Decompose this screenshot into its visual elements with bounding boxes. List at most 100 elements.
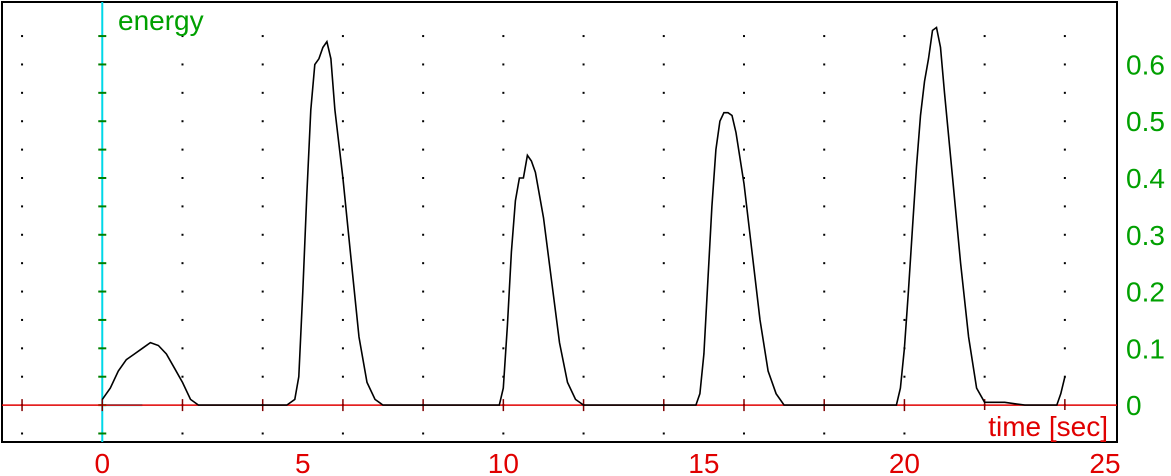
grid-dot <box>823 262 826 265</box>
grid-dot <box>823 375 826 378</box>
grid-dot <box>742 63 745 66</box>
grid-dot <box>341 233 344 236</box>
grid-dot <box>502 35 505 38</box>
grid-dot <box>582 432 585 435</box>
grid-dot <box>903 318 906 321</box>
grid-dot <box>903 177 906 179</box>
grid-dot <box>983 63 986 66</box>
grid-dot <box>823 91 826 94</box>
grid-dot <box>21 318 24 321</box>
grid-dot <box>582 91 585 94</box>
grid-dot <box>181 148 184 151</box>
grid-dot <box>21 375 24 378</box>
grid-dot <box>502 120 505 123</box>
grid-dot <box>742 233 745 236</box>
grid-dot <box>502 148 505 151</box>
grid-dot <box>662 318 665 321</box>
grid-dot <box>582 177 585 179</box>
grid-dot <box>21 148 24 151</box>
grid-dot <box>21 120 24 123</box>
grid-dot <box>662 91 665 94</box>
grid-dot <box>261 318 264 321</box>
grid-dot <box>823 233 826 236</box>
grid-dot <box>903 432 906 435</box>
x-tick-label: 10 <box>488 448 519 476</box>
x-tick-label: 25 <box>1089 448 1120 476</box>
grid-dot <box>181 63 184 66</box>
grid-dot <box>21 63 24 66</box>
grid-dot <box>903 148 906 151</box>
grid-dot <box>341 347 344 350</box>
grid-dot <box>21 35 24 38</box>
grid-dot <box>983 148 986 151</box>
grid-dot <box>742 262 745 265</box>
grid-dot <box>903 120 906 123</box>
grid-dot <box>21 290 24 293</box>
grid-dot <box>582 35 585 38</box>
grid-dot <box>422 432 425 435</box>
grid-dot <box>1063 290 1066 293</box>
grid-dot <box>422 148 425 151</box>
grid-dot <box>662 290 665 293</box>
grid-dot <box>742 177 745 179</box>
grid-dot <box>181 432 184 435</box>
grid-dot <box>422 347 425 350</box>
grid-dot <box>582 233 585 236</box>
grid-dot <box>422 205 425 208</box>
grid-dot <box>983 233 986 236</box>
grid-dot <box>261 205 264 208</box>
grid-dot <box>903 63 906 66</box>
grid-dot <box>261 290 264 293</box>
grid-dot <box>983 290 986 293</box>
grid-dot <box>422 233 425 236</box>
grid-dot <box>823 347 826 350</box>
grid-dot <box>1063 205 1066 208</box>
grid-dot <box>261 347 264 350</box>
grid-dot <box>341 290 344 293</box>
grid-dot <box>261 91 264 94</box>
grid-dot <box>823 290 826 293</box>
grid-dot <box>662 375 665 378</box>
grid-dot <box>21 262 24 265</box>
x-tick-label: 5 <box>295 448 311 476</box>
grid-dot <box>502 262 505 265</box>
grid-dot <box>261 148 264 151</box>
x-tick-label: 20 <box>889 448 920 476</box>
grid-dot <box>1063 35 1066 38</box>
grid-dot <box>983 35 986 38</box>
grid-dot <box>341 35 344 38</box>
grid-dot <box>1063 120 1066 123</box>
plot-frame <box>1 1 1118 443</box>
grid-dot <box>983 205 986 208</box>
grid-dot <box>341 205 344 208</box>
grid-dot <box>502 318 505 321</box>
grid-dot <box>181 290 184 293</box>
grid-dot <box>662 432 665 435</box>
grid-dot <box>983 177 986 179</box>
grid-dot <box>261 375 264 378</box>
grid-dot <box>341 63 344 66</box>
grid-dot <box>422 63 425 66</box>
grid-dot <box>823 318 826 321</box>
grid-dot <box>422 318 425 321</box>
grid-dot <box>181 262 184 265</box>
grid-dot <box>903 375 906 378</box>
grid-dot <box>181 347 184 350</box>
series-line <box>101 26 1066 406</box>
grid-dot <box>983 120 986 123</box>
y-tick-label: 0.2 <box>1126 277 1165 308</box>
grid-dot <box>823 205 826 208</box>
grid-dot <box>1063 347 1066 350</box>
grid-dot <box>662 148 665 151</box>
grid-dot <box>181 35 184 38</box>
grid-dot <box>422 91 425 94</box>
grid-dot <box>823 120 826 123</box>
grid-dot <box>823 177 826 179</box>
grid-dot <box>662 233 665 236</box>
grid-dot <box>582 148 585 151</box>
grid-dot <box>502 347 505 350</box>
grid-dot <box>742 347 745 350</box>
y-tick-label: 0.1 <box>1126 333 1165 364</box>
grid-dot <box>662 262 665 265</box>
